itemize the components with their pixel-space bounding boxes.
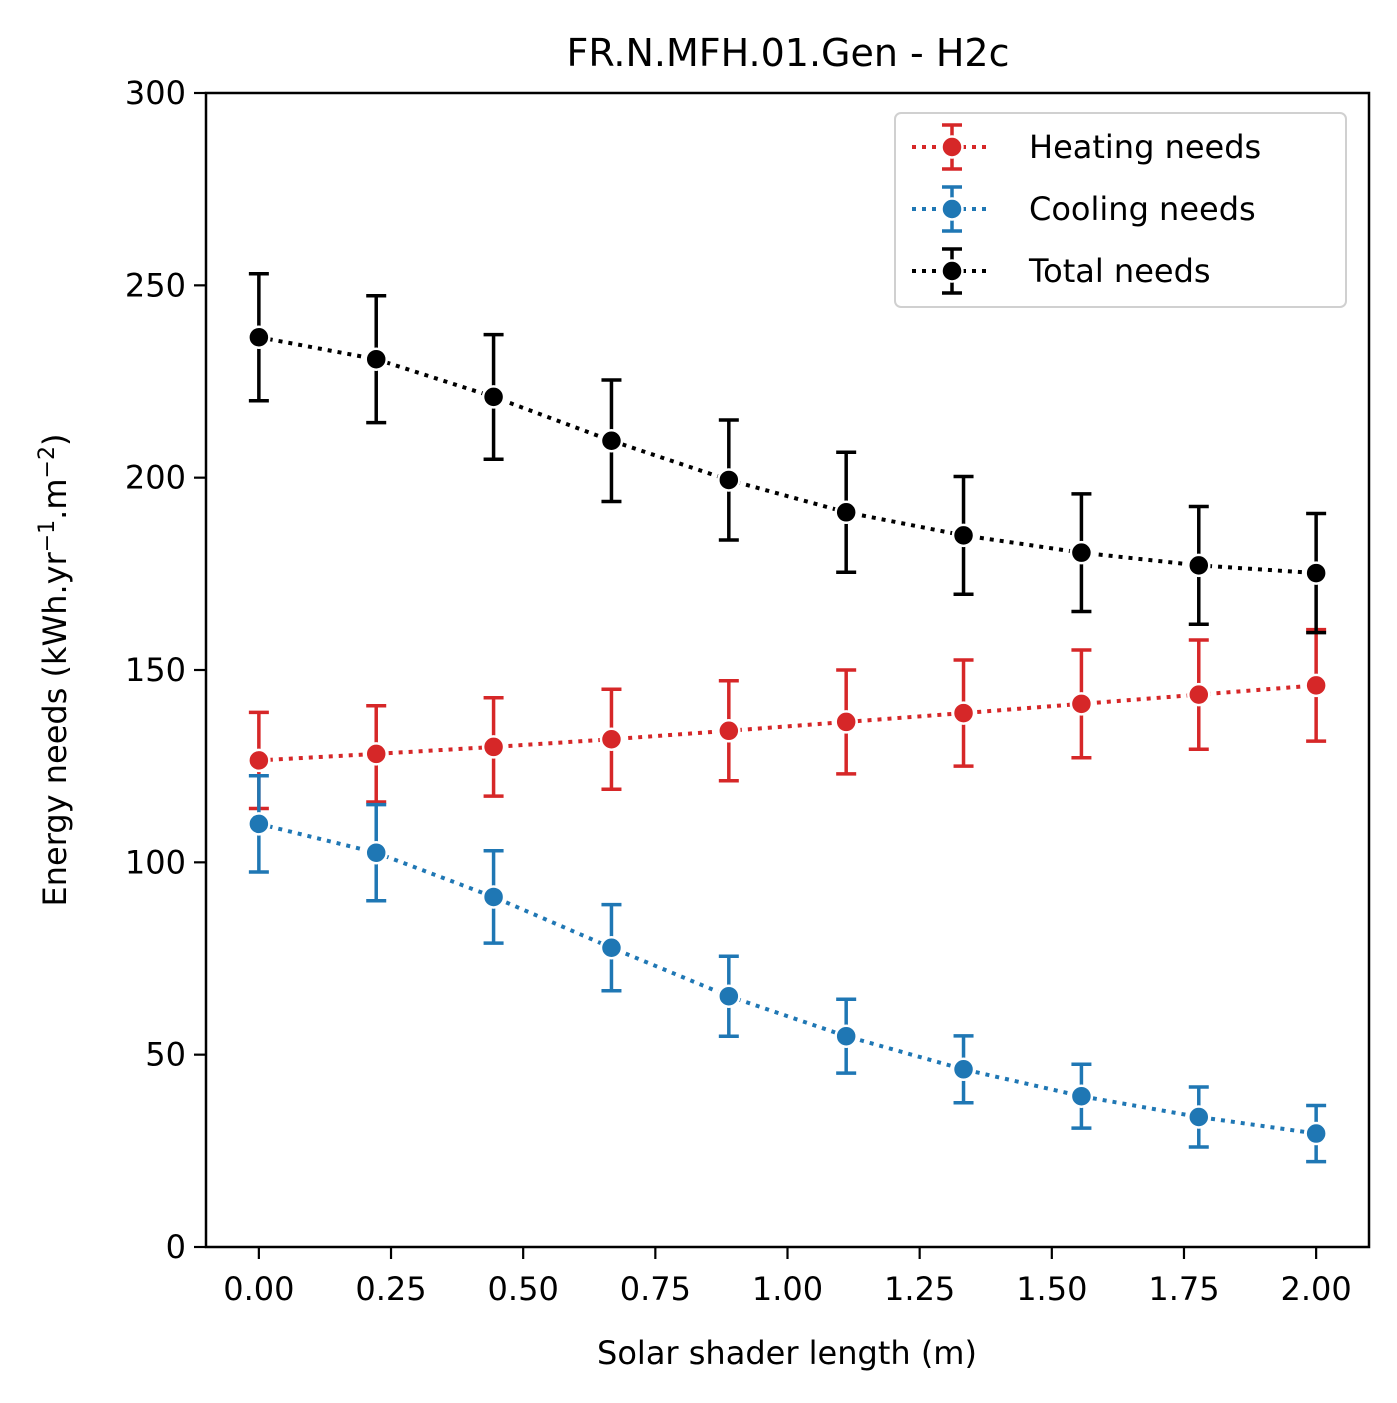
data-point (247, 748, 271, 773)
legend: Heating needs Cooling needs Total needs (894, 112, 1347, 308)
data-point (1187, 682, 1211, 707)
x-tick-label: 2.00 (1281, 1270, 1352, 1308)
data-point (1304, 561, 1328, 585)
y-axis-label-sup1: −1 (35, 520, 60, 552)
legend-marker (940, 197, 964, 221)
x-tick-label: 1.00 (752, 1270, 823, 1308)
x-axis-label: Solar shader length (m) (597, 1334, 977, 1372)
series-heating-needs (247, 627, 1328, 811)
y-axis-label-main: Energy needs (kWh.yr (36, 551, 74, 906)
data-point (717, 719, 741, 743)
data-point (364, 347, 388, 371)
series-total-needs (247, 272, 1328, 635)
plot-series-layer (247, 272, 1328, 1164)
data-point (1187, 1105, 1211, 1129)
y-tick-label: 100 (125, 843, 186, 881)
x-tick-label: 1.75 (1148, 1270, 1219, 1308)
data-point (599, 935, 624, 960)
series-line (258, 821, 1317, 1136)
data-point (247, 325, 271, 350)
y-axis-label-end: ) (36, 434, 74, 446)
y-axis: 0 50 100 150 200 250 300 (125, 74, 206, 1266)
legend-marker (940, 135, 964, 159)
y-tick-label: 200 (125, 459, 186, 497)
data-point (247, 812, 271, 836)
y-tick-label: 50 (145, 1036, 186, 1074)
data-point (599, 727, 624, 751)
series-line (258, 683, 1317, 763)
legend-item: Heating needs (912, 123, 1261, 171)
data-point (834, 500, 858, 525)
y-tick-label: 0 (166, 1228, 186, 1266)
x-axis: 0.00 0.25 0.50 0.75 1.00 1.25 1.50 1.75 2.00 (223, 1247, 1352, 1308)
y-tick-label: 300 (125, 74, 186, 112)
data-point (481, 385, 506, 409)
y-axis-label: Energy needs (kWh.yr−1.m−2) (35, 434, 74, 907)
data-point (717, 984, 741, 1008)
data-point (951, 523, 976, 548)
data-point (951, 1057, 976, 1082)
x-tick-label: 0.25 (355, 1270, 426, 1308)
data-point (1187, 553, 1211, 578)
x-tick-label: 1.50 (1016, 1270, 1087, 1308)
legend-label: Total needs (1028, 252, 1211, 290)
legend-label: Cooling needs (1029, 190, 1256, 228)
legend-marker (940, 259, 964, 283)
data-point (481, 735, 506, 759)
y-tick-label: 150 (125, 651, 186, 689)
legend-item: Cooling needs (912, 185, 1256, 233)
x-tick-label: 0.75 (620, 1270, 691, 1308)
legend-box (894, 112, 1347, 308)
data-point (951, 701, 976, 725)
y-axis-label-sup2: −2 (35, 446, 60, 478)
data-point (481, 885, 506, 909)
x-tick-label: 1.25 (884, 1270, 955, 1308)
data-point (1069, 692, 1094, 716)
data-point (364, 742, 388, 766)
series-line (258, 335, 1317, 576)
series-cooling-needs (247, 774, 1328, 1164)
data-point (1304, 673, 1328, 698)
data-point (834, 710, 858, 734)
legend-item: Total needs (912, 247, 1211, 295)
data-point (1069, 1084, 1094, 1108)
data-point (599, 428, 624, 453)
data-point (1304, 1121, 1328, 1146)
data-point (717, 468, 741, 492)
chart-title: FR.N.MFH.01.Gen - H2c (567, 31, 1010, 75)
y-axis-label-mid: .m (36, 478, 74, 519)
data-point (834, 1024, 858, 1048)
data-point (364, 840, 388, 865)
y-tick-label: 250 (125, 266, 186, 304)
data-point (1069, 540, 1094, 565)
legend-label: Heating needs (1029, 128, 1261, 166)
x-tick-label: 0.50 (488, 1270, 559, 1308)
x-tick-label: 0.00 (223, 1270, 294, 1308)
